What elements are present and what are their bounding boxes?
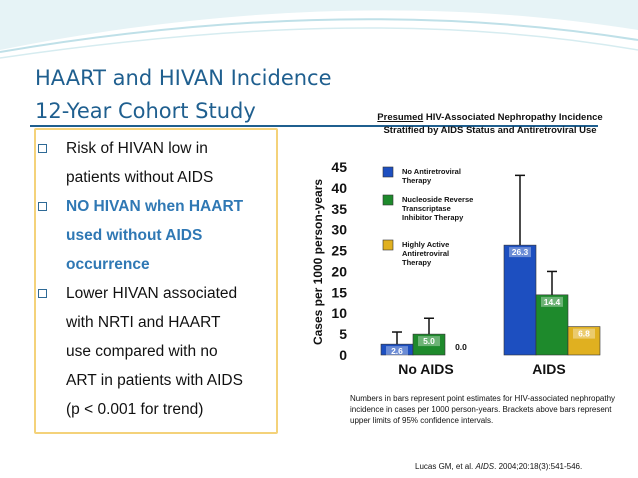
- y-tick-label: 35: [331, 201, 347, 217]
- y-tick-label: 20: [331, 263, 347, 279]
- bullet-marker: [38, 202, 47, 211]
- data-label-bg: [509, 247, 531, 258]
- title-underline: [30, 125, 598, 127]
- bar: [503, 244, 537, 356]
- citation: Lucas GM, et al. AIDS. 2004;20:18(3):541…: [415, 462, 582, 471]
- data-label-bg: [541, 296, 563, 307]
- y-tick-label: 45: [331, 159, 347, 175]
- bar: [535, 294, 569, 356]
- data-label: 6.8: [578, 329, 590, 339]
- chart-footnote: Numbers in bars represent point estimate…: [350, 394, 616, 425]
- bullet-text: NO HIVAN when HAART used without AIDS oc…: [66, 198, 244, 273]
- y-tick-label: 0: [339, 347, 347, 363]
- data-label: 0.0: [455, 342, 467, 352]
- citation-suffix: . 2004;20:18(3):541-546.: [494, 462, 583, 471]
- y-tick-label: 10: [331, 305, 347, 321]
- citation-journal: AIDS: [475, 462, 495, 471]
- legend-label: Nucleoside Reverse Transcriptase Inhibitor…: [402, 195, 473, 222]
- data-label-bg: [386, 346, 408, 357]
- data-label-bg: [573, 328, 595, 339]
- data-label: 14.4: [544, 297, 561, 307]
- slide-title-line2: 12-Year Cohort Study: [35, 99, 256, 123]
- y-tick-label: 30: [331, 222, 347, 238]
- bullet-marker: [38, 289, 47, 298]
- chart-title: Presumed HIV-Associated Nephropathy Inci…: [365, 111, 615, 137]
- y-tick-label: 40: [331, 180, 347, 196]
- bullet-marker: [38, 144, 47, 153]
- x-category-label: AIDS: [532, 361, 565, 377]
- y-tick-label: 5: [339, 326, 347, 342]
- data-label: 5.0: [423, 336, 435, 346]
- bar: [567, 326, 601, 356]
- y-tick-label: 15: [331, 284, 347, 300]
- data-label: 2.6: [391, 346, 403, 356]
- chart-title-rest: HIV-Associated Nephropathy Incidence Str…: [383, 112, 603, 136]
- bullet-text: Risk of HIVAN low in patients without AI…: [66, 140, 214, 186]
- citation-prefix: Lucas GM, et al.: [415, 462, 476, 471]
- data-label: 26.3: [512, 247, 529, 257]
- legend-label: No Antiretroviral Therapy: [402, 167, 461, 185]
- chart-title-emphasis: Presumed: [377, 112, 424, 123]
- legend-swatch: [382, 166, 394, 178]
- y-tick-label: 25: [331, 243, 347, 259]
- legend-swatch: [382, 194, 394, 206]
- y-axis-label: Cases per 1000 person-years: [311, 179, 325, 345]
- x-category-label: No AIDS: [398, 361, 453, 377]
- legend-swatch: [382, 239, 394, 251]
- legend-label: Highly Active Antiretroviral Therapy: [402, 240, 449, 267]
- bullet-text: Lower HIVAN associated with NRTI and HAA…: [66, 285, 243, 418]
- bullet-box: [34, 128, 278, 434]
- slide-title-line1: HAART and HIVAN Incidence: [35, 66, 332, 90]
- data-label-bg: [418, 336, 440, 347]
